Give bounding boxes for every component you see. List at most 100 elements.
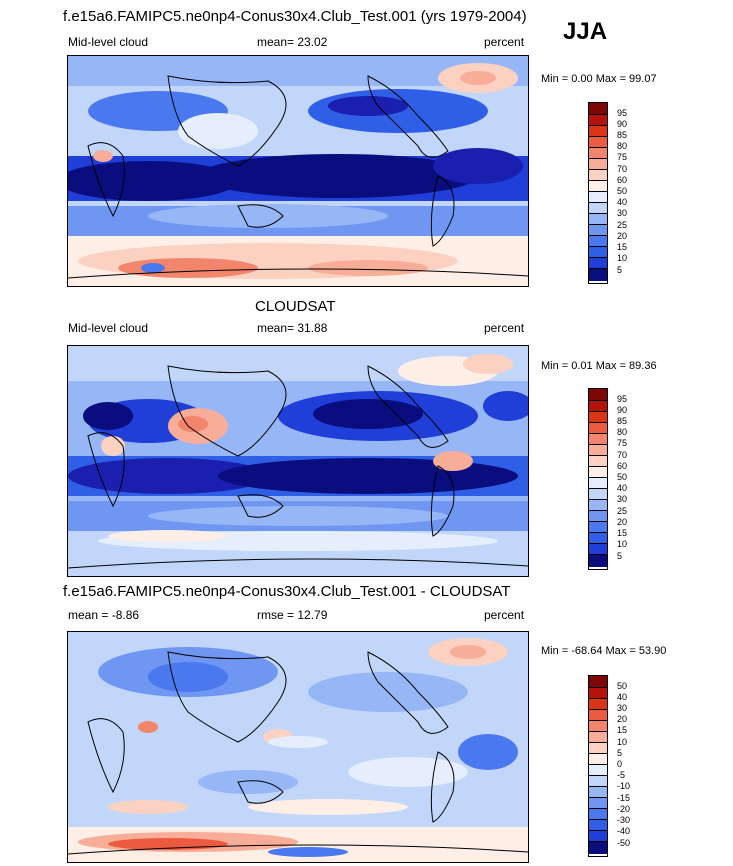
colorbar-tick-label: 50 (617, 186, 628, 196)
colorbar-tick-label: 50 (617, 472, 628, 482)
colorbar-swatch (589, 676, 607, 688)
colorbar-tick-label: 40 (617, 197, 628, 207)
panel-3-contour-field (68, 632, 528, 862)
panel-2-contour-field (68, 346, 528, 576)
colorbar-tick-label: 90 (617, 405, 628, 415)
panel-3-rmse-label: rmse = 12.79 (257, 608, 328, 622)
colorbar-swatch (589, 269, 607, 281)
colorbar-swatch (589, 159, 607, 170)
colorbar-swatch (589, 555, 607, 567)
colorbar-tick-label: 30 (617, 208, 628, 218)
colorbar-swatch (589, 412, 607, 423)
colorbar-tick-label: -15 (617, 793, 631, 803)
colorbar-tick-label: 30 (617, 703, 628, 713)
colorbar-swatch (589, 456, 607, 467)
panel-3-colorbar (588, 675, 608, 857)
colorbar-swatch (589, 401, 607, 412)
colorbar-swatch (589, 478, 607, 489)
panel-1-minmax: Min = 0.00 Max = 99.07 (541, 73, 657, 85)
panel-2-title: CLOUDSAT (255, 298, 336, 315)
colorbar-swatch (589, 126, 607, 137)
panel-3-minmax: Min = -68.64 Max = 53.90 (541, 645, 667, 657)
colorbar-tick-label: 50 (617, 681, 628, 691)
panel-3-title: f.e15a6.FAMIPC5.ne0np4-Conus30x4.Club_Te… (63, 583, 511, 600)
colorbar-swatch (589, 148, 607, 159)
colorbar-tick-label: 85 (617, 416, 628, 426)
colorbar-tick-label: 15 (617, 242, 628, 252)
colorbar-swatch (589, 688, 607, 699)
colorbar-tick-label: 15 (617, 528, 628, 538)
colorbar-tick-label: 90 (617, 119, 628, 129)
colorbar-tick-label: 5 (617, 551, 623, 561)
colorbar-swatch (589, 787, 607, 798)
colorbar-swatch (589, 434, 607, 445)
colorbar-tick-label: 10 (617, 737, 628, 747)
colorbar-tick-label: 80 (617, 141, 628, 151)
colorbar-tick-label: -40 (617, 826, 631, 836)
colorbar-swatch (589, 533, 607, 544)
colorbar-swatch (589, 103, 607, 115)
panel-1-mean-label: mean= 23.02 (257, 35, 328, 49)
colorbar-tick-label: 25 (617, 220, 628, 230)
colorbar-tick-label: 85 (617, 130, 628, 140)
colorbar-tick-label: 95 (617, 394, 628, 404)
colorbar-tick-label: 10 (617, 253, 628, 263)
colorbar-tick-label: 40 (617, 692, 628, 702)
colorbar-tick-label: 20 (617, 714, 628, 724)
colorbar-swatch (589, 115, 607, 126)
panel-2-map (67, 345, 529, 577)
colorbar-swatch (589, 214, 607, 225)
colorbar-tick-label: 60 (617, 175, 628, 185)
colorbar-tick-label: 75 (617, 438, 628, 448)
colorbar-tick-label: 25 (617, 506, 628, 516)
colorbar-swatch (589, 203, 607, 214)
colorbar-swatch (589, 389, 607, 401)
colorbar-swatch (589, 236, 607, 247)
colorbar-tick-label: 30 (617, 494, 628, 504)
colorbar-tick-label: 5 (617, 265, 623, 275)
colorbar-swatch (589, 181, 607, 192)
colorbar-swatch (589, 842, 607, 854)
panel-2-minmax: Min = 0.01 Max = 89.36 (541, 360, 657, 372)
colorbar-swatch (589, 170, 607, 181)
colorbar-swatch (589, 743, 607, 754)
colorbar-tick-label: -20 (617, 804, 631, 814)
colorbar-tick-label: 60 (617, 461, 628, 471)
colorbar-swatch (589, 445, 607, 456)
colorbar-swatch (589, 544, 607, 555)
panel-1-contour-field (68, 56, 528, 286)
panel-1-variable-label: Mid-level cloud (68, 35, 149, 49)
colorbar-swatch (589, 511, 607, 522)
colorbar-tick-label: -30 (617, 815, 631, 825)
colorbar-swatch (589, 765, 607, 776)
colorbar-swatch (589, 489, 607, 500)
colorbar-tick-label: 80 (617, 427, 628, 437)
panel-2-units-label: percent (484, 321, 525, 335)
colorbar-tick-label: -10 (617, 781, 631, 791)
panel-1-colorbar (588, 102, 608, 284)
colorbar-swatch (589, 809, 607, 820)
colorbar-swatch (589, 500, 607, 511)
colorbar-tick-label: 15 (617, 725, 628, 735)
colorbar-tick-label: 0 (617, 759, 623, 769)
panel-2-variable-label: Mid-level cloud (68, 321, 149, 335)
colorbar-tick-label: 70 (617, 164, 628, 174)
colorbar-swatch (589, 732, 607, 743)
colorbar-tick-label: 75 (617, 152, 628, 162)
colorbar-swatch (589, 423, 607, 434)
colorbar-swatch (589, 754, 607, 765)
panel-1-title: f.e15a6.FAMIPC5.ne0np4-Conus30x4.Club_Te… (63, 8, 527, 25)
panel-2-colorbar (588, 388, 608, 570)
panel-3-units-label: percent (484, 608, 525, 622)
colorbar-tick-label: 95 (617, 108, 628, 118)
colorbar-swatch (589, 798, 607, 809)
colorbar-tick-label: -50 (617, 838, 631, 848)
panel-2-mean-label: mean= 31.88 (257, 321, 328, 335)
panel-1-units-label: percent (484, 35, 525, 49)
colorbar-swatch (589, 831, 607, 842)
colorbar-swatch (589, 258, 607, 269)
panel-3-map (67, 631, 529, 863)
panel-3-mean-label: mean = -8.86 (68, 608, 140, 622)
colorbar-tick-label: 20 (617, 517, 628, 527)
colorbar-swatch (589, 710, 607, 721)
